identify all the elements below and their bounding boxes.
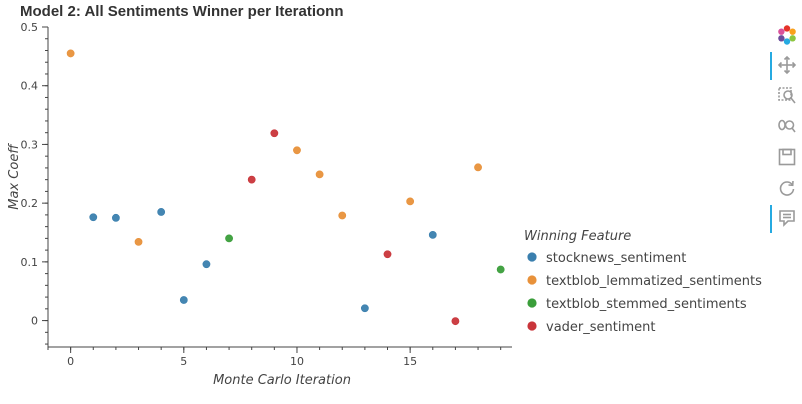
data-point[interactable] (383, 250, 392, 259)
data-point[interactable] (66, 49, 75, 58)
y-tick-label: 0 (31, 315, 38, 328)
wheel-zoom-icon[interactable] (774, 114, 800, 140)
x-tick-label: 0 (67, 355, 74, 368)
data-point[interactable] (247, 175, 256, 184)
legend-entry-label: vader_sentiment (546, 320, 655, 335)
data-point[interactable] (474, 163, 482, 172)
y-axis-label: Max Coeff (7, 143, 22, 210)
legend-marker (527, 252, 537, 262)
data-point[interactable] (406, 197, 415, 206)
legend-entry-label: textblob_stemmed_sentiments (546, 297, 747, 312)
data-point[interactable] (360, 304, 369, 313)
pan-icon[interactable] (770, 52, 800, 80)
legend: Winning Feature stocknews_sentimenttextb… (524, 229, 762, 335)
x-axis-label: Monte Carlo Iteration (213, 373, 351, 388)
x-tick-label: 5 (180, 355, 187, 368)
reset-icon[interactable] (774, 175, 800, 201)
save-icon[interactable] (774, 144, 800, 170)
data-point[interactable] (293, 146, 301, 155)
chart-title: Model 2: All Sentiments Winner per Itera… (20, 3, 344, 20)
y-tick-label: 0.2 (21, 197, 39, 210)
y-tick-label: 0.3 (21, 138, 39, 151)
data-point[interactable] (338, 211, 347, 220)
hover-icon[interactable] (770, 205, 800, 233)
data-point[interactable] (270, 129, 279, 138)
legend-marker (527, 298, 537, 308)
data-point[interactable] (315, 170, 324, 179)
chart-toolbar (770, 20, 802, 240)
bokeh-logo-icon[interactable] (774, 22, 800, 48)
data-point[interactable] (202, 260, 211, 269)
data-point[interactable] (157, 208, 166, 216)
y-tick-label: 0.4 (21, 80, 39, 93)
legend-marker (527, 275, 537, 285)
data-point[interactable] (225, 234, 233, 243)
data-point[interactable] (89, 213, 98, 222)
legend-entry-label: textblob_lemmatized_sentiments (546, 274, 762, 289)
box-zoom-icon[interactable] (774, 83, 800, 109)
x-tick-label: 10 (290, 355, 304, 368)
x-tick-label: 15 (403, 355, 417, 368)
legend-title: Winning Feature (524, 229, 631, 244)
data-point[interactable] (112, 213, 120, 222)
y-axis: 0 0.1 0.2 0.3 0.4 0.5 (21, 21, 49, 347)
y-tick-label: 0.1 (21, 256, 39, 269)
data-point[interactable] (134, 237, 143, 246)
plot-area[interactable] (66, 49, 505, 326)
legend-entry-label: stocknews_sentiment (546, 251, 686, 266)
legend-marker (527, 321, 537, 331)
data-point[interactable] (496, 265, 505, 274)
data-point[interactable] (428, 230, 437, 239)
x-axis: 0 5 10 15 (47, 346, 512, 368)
y-tick-label: 0.5 (21, 21, 39, 34)
data-point[interactable] (179, 296, 188, 304)
data-point[interactable] (451, 317, 460, 326)
